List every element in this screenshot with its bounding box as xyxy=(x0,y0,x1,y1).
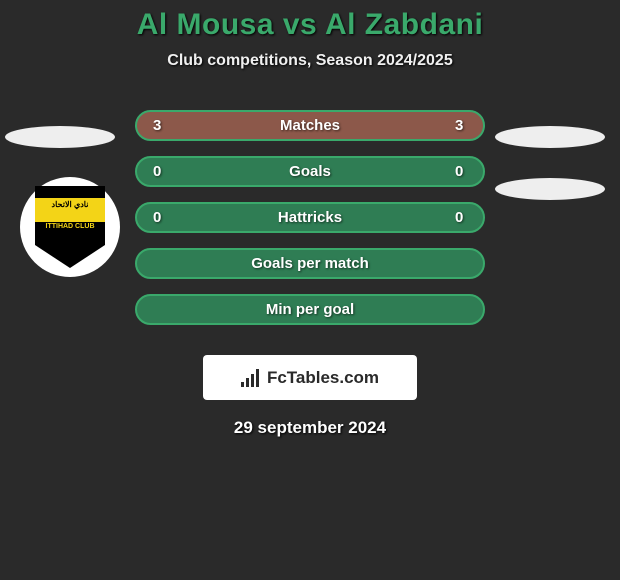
stat-value-left: 0 xyxy=(153,163,165,180)
badge-text-latin: ITTIHAD CLUB xyxy=(46,223,95,231)
stat-label: Matches xyxy=(165,117,455,134)
site-logo: FcTables.com xyxy=(203,355,417,400)
decorative-ellipse xyxy=(495,178,605,200)
decorative-ellipse xyxy=(495,126,605,148)
badge-text-arabic: نادي الاتحاد xyxy=(52,200,89,209)
logo-text: FcTables.com xyxy=(267,368,379,388)
stat-label: Hattricks xyxy=(165,209,455,226)
team-badge-shield-icon: نادي الاتحاد ITTIHAD CLUB xyxy=(35,186,105,268)
stat-value-left: 0 xyxy=(153,209,165,226)
stat-value-right: 0 xyxy=(455,209,467,226)
decorative-ellipse xyxy=(5,126,115,148)
stat-pill: Min per goal xyxy=(135,294,485,325)
page-subtitle: Club competitions, Season 2024/2025 xyxy=(0,52,620,70)
logo-bars-icon xyxy=(241,369,261,387)
stat-pill: 0Goals0 xyxy=(135,156,485,187)
stat-pill: 0Hattricks0 xyxy=(135,202,485,233)
stat-label: Goals per match xyxy=(165,255,455,272)
stat-rows: 3Matches30Goals00Hattricks0Goals per mat… xyxy=(135,110,485,340)
stat-pill: 3Matches3 xyxy=(135,110,485,141)
stat-value-left: 3 xyxy=(153,117,165,134)
stat-label: Min per goal xyxy=(165,301,455,318)
stat-value-right: 0 xyxy=(455,163,467,180)
page-title: Al Mousa vs Al Zabdani xyxy=(0,8,620,42)
date-label: 29 september 2024 xyxy=(0,418,620,438)
team-badge: نادي الاتحاد ITTIHAD CLUB xyxy=(20,177,120,277)
stat-pill: Goals per match xyxy=(135,248,485,279)
stat-label: Goals xyxy=(165,163,455,180)
stat-value-right: 3 xyxy=(455,117,467,134)
